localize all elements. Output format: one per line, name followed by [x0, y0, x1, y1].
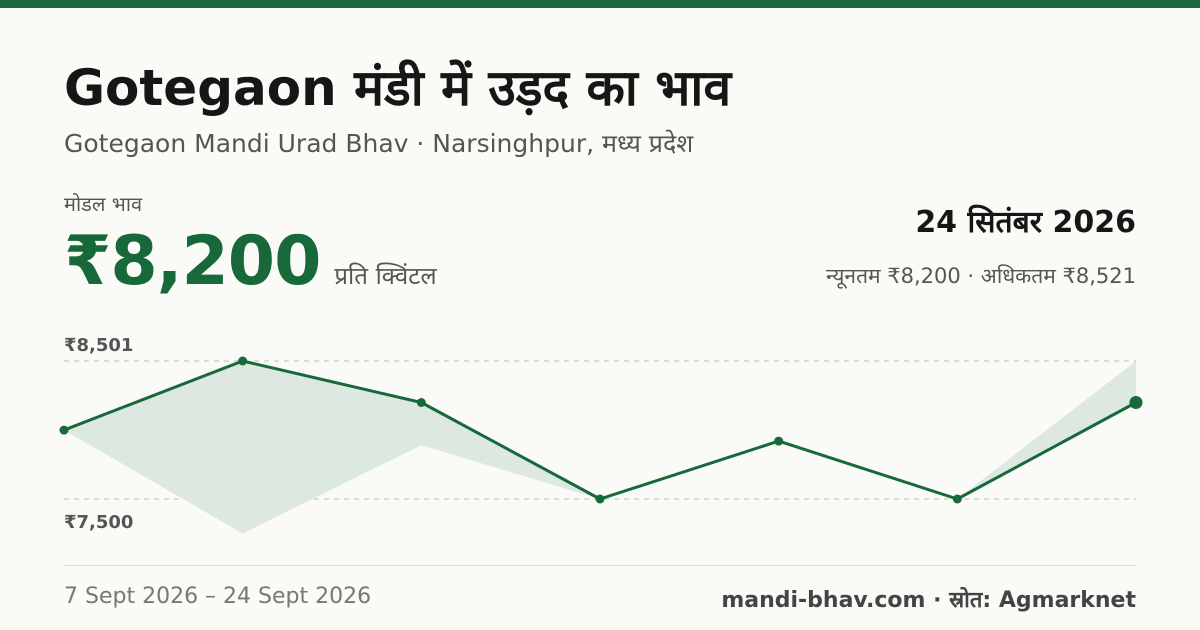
data-point	[238, 356, 248, 366]
data-points	[59, 356, 1143, 504]
source-credit: mandi-bhav.com · स्रोत: Agmarknet	[721, 588, 1136, 613]
modal-price-label: मोडल भाव	[64, 192, 143, 216]
date-range: 7 Sept 2026 – 24 Sept 2026	[64, 584, 372, 609]
data-point	[595, 494, 605, 504]
footer-divider	[64, 565, 1136, 566]
min-max-range: न्यूनतम ₹8,200 · अधिकतम ₹8,521	[826, 264, 1136, 288]
y-axis-ticks: ₹8,501 ₹7,500	[64, 335, 133, 533]
price-row: ₹8,200 प्रति क्विंटल	[64, 222, 437, 301]
page-title: Gotegaon मंडी में उड़द का भाव	[64, 59, 732, 117]
data-point	[774, 436, 784, 446]
y-tick-label: ₹8,501	[64, 335, 133, 356]
page-subtitle: Gotegaon Mandi Urad Bhav · Narsinghpur, …	[64, 129, 694, 158]
modal-price-value: ₹8,200	[64, 222, 321, 301]
data-point	[59, 425, 69, 435]
data-point	[416, 397, 426, 407]
price-unit: प्रति क्विंटल	[334, 262, 437, 290]
y-tick-label: ₹7,500	[64, 512, 133, 533]
price-date: 24 सितंबर 2026	[915, 205, 1136, 240]
latest-data-point	[1129, 395, 1143, 409]
top-accent-bar	[0, 0, 1200, 8]
price-trend-chart: ₹8,501 ₹7,500	[59, 335, 1143, 534]
data-point	[952, 494, 962, 504]
min-max-band	[64, 361, 1136, 534]
